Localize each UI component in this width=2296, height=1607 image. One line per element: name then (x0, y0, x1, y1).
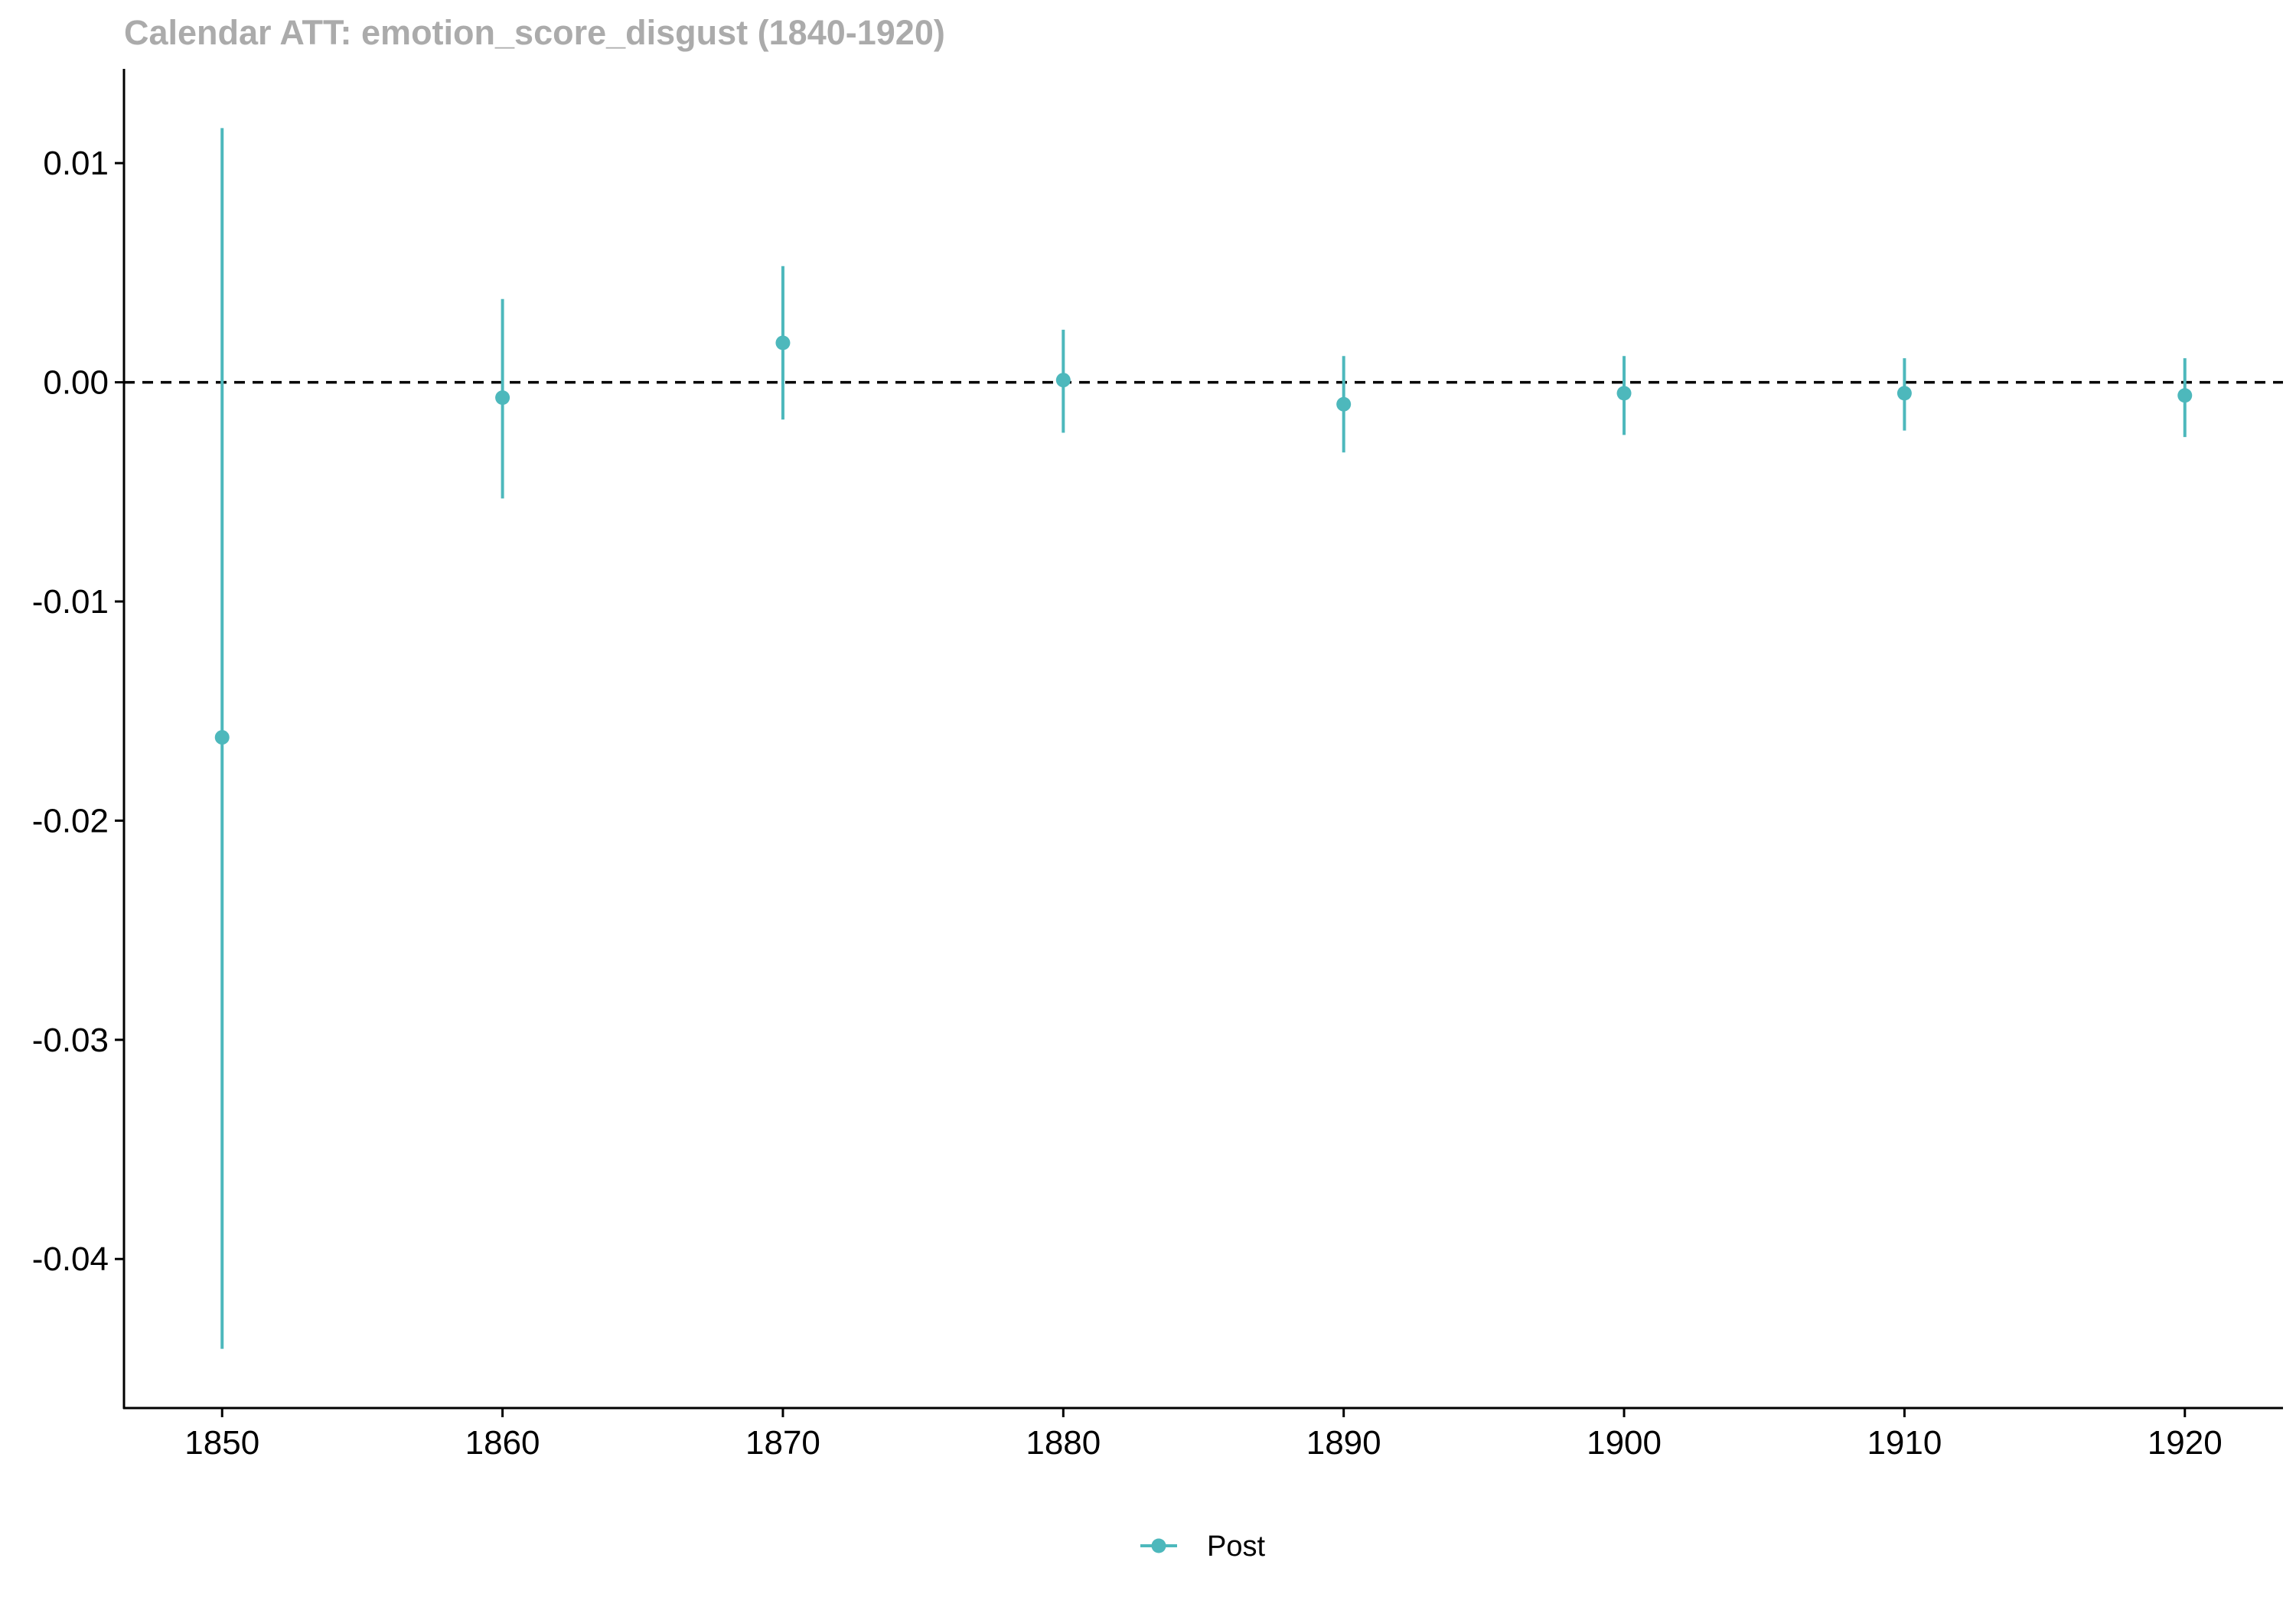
y-tick-label: -0.04 (32, 1240, 109, 1278)
x-tick-label: 1910 (1867, 1424, 1942, 1462)
x-tick-label: 1900 (1587, 1424, 1662, 1462)
data-point (1336, 396, 1352, 412)
data-point (2177, 388, 2193, 403)
legend-label: Post (1207, 1530, 1265, 1563)
y-tick-label: 0.00 (43, 364, 109, 402)
x-tick-label: 1850 (184, 1424, 259, 1462)
data-point (1616, 386, 1632, 401)
y-tick-label: -0.02 (32, 802, 109, 839)
legend: Post (1140, 1530, 1265, 1563)
data-point (214, 730, 230, 745)
plot-area: -0.04 -0.03 -0.02 -0.01 0.00 0.01 1850 1860 1870… (32, 69, 2283, 1462)
y-tick-label: -0.03 (32, 1022, 109, 1059)
x-tick-label: 1890 (1306, 1424, 1381, 1462)
x-tick-label: 1920 (2148, 1424, 2223, 1462)
x-tick-label: 1880 (1026, 1424, 1101, 1462)
legend-key-point (1151, 1538, 1166, 1553)
data-point (495, 390, 510, 406)
data-point (1055, 373, 1071, 388)
data-point (775, 335, 791, 350)
data-point (1896, 386, 1912, 401)
chart-title: Calendar ATT: emotion_score_disgust (184… (124, 13, 945, 52)
y-tick-label: 0.01 (43, 145, 109, 182)
y-tick-label: -0.01 (32, 583, 109, 621)
x-tick-label: 1870 (745, 1424, 820, 1462)
x-tick-label: 1860 (465, 1424, 540, 1462)
